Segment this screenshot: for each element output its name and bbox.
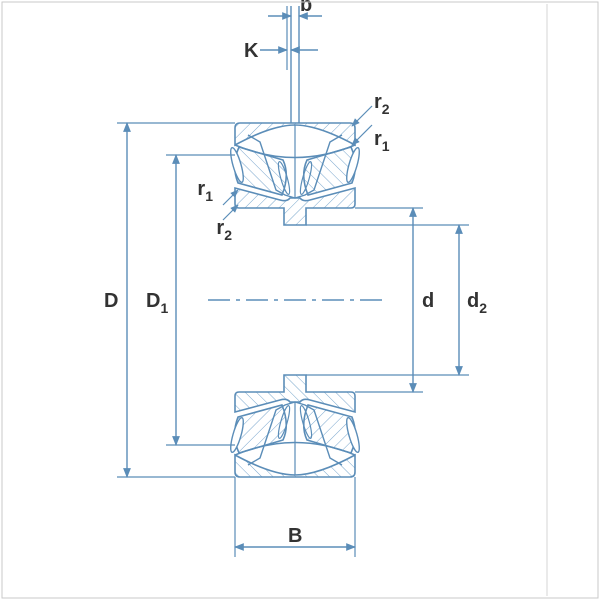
svg-text:r2: r2	[216, 217, 232, 243]
label-D1-main: D	[146, 290, 160, 312]
label-d2-sub: 2	[479, 300, 487, 316]
upper-section	[228, 123, 362, 225]
bearing-diagram: D D1 d d2 B b	[0, 0, 600, 600]
label-d2-main: d	[467, 290, 479, 312]
label-K: K	[244, 40, 259, 62]
svg-text:r1: r1	[374, 128, 390, 154]
lower-section	[228, 375, 362, 477]
svg-text:r1: r1	[197, 178, 213, 204]
svg-text:r2: r2	[374, 91, 390, 117]
label-D1-sub: 1	[160, 300, 168, 316]
svg-text:d2: d2	[467, 290, 487, 316]
label-B: B	[288, 525, 302, 547]
label-D: D	[104, 290, 118, 312]
label-d: d	[422, 290, 434, 312]
dim-B: B	[235, 477, 355, 557]
svg-text:D1: D1	[146, 290, 168, 316]
